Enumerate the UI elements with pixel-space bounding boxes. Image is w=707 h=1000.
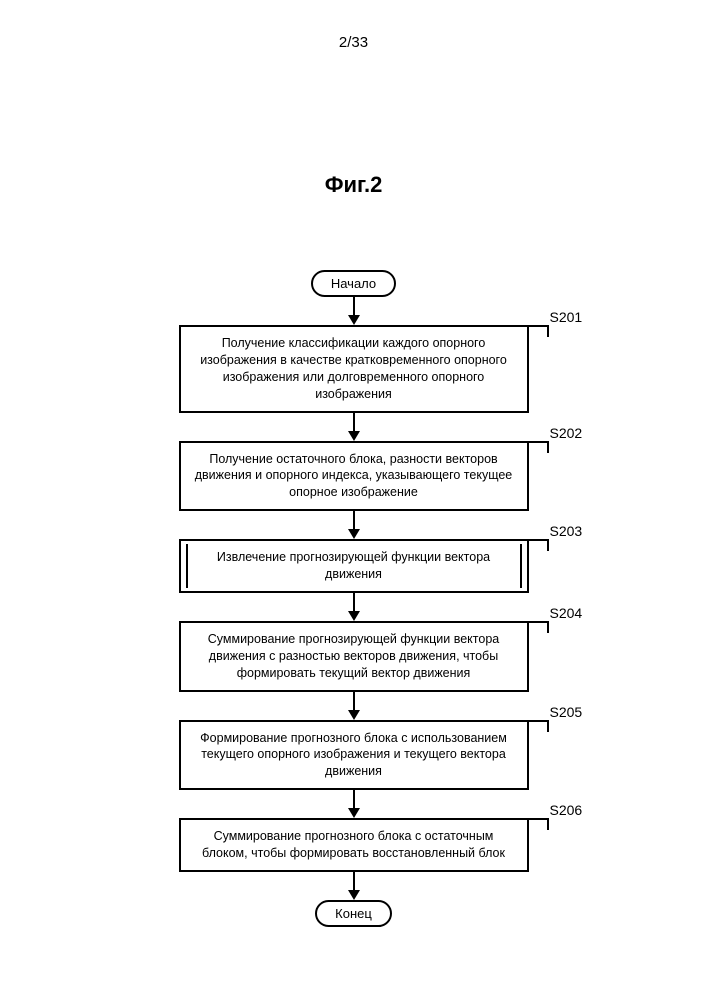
step-s203: Извлечение прогнозирующей функции вектор…	[0, 539, 707, 593]
page-number: 2/33	[0, 34, 707, 51]
label-connector	[529, 720, 549, 732]
arrow	[348, 872, 360, 900]
start-terminal: Начало	[311, 270, 396, 297]
step-box: Формирование прогнозного блока с использ…	[179, 720, 529, 791]
step-box-subroutine: Извлечение прогнозирующей функции вектор…	[179, 539, 529, 593]
flowchart: Начало Получение классификации каждого о…	[0, 270, 707, 927]
arrow	[348, 593, 360, 621]
arrow	[348, 692, 360, 720]
arrow	[348, 297, 360, 325]
step-s206: Суммирование прогнозного блока с остаточ…	[0, 818, 707, 872]
step-box: Получение классификации каждого опорного…	[179, 325, 529, 413]
step-s202: Получение остаточного блока, разности ве…	[0, 441, 707, 512]
step-label: S202	[550, 425, 583, 441]
step-box: Суммирование прогнозного блока с остаточ…	[179, 818, 529, 872]
step-label: S201	[550, 309, 583, 325]
label-connector	[529, 441, 549, 453]
arrow	[348, 790, 360, 818]
end-terminal: Конец	[315, 900, 392, 927]
step-label: S205	[550, 704, 583, 720]
step-s201: Получение классификации каждого опорного…	[0, 325, 707, 413]
label-connector	[529, 818, 549, 830]
step-s204: Суммирование прогнозирующей функции вект…	[0, 621, 707, 692]
label-connector	[529, 621, 549, 633]
arrow	[348, 413, 360, 441]
label-connector	[529, 539, 549, 551]
label-connector	[529, 325, 549, 337]
page: 2/33 Фиг.2 Начало Получение классификаци…	[0, 0, 707, 1000]
step-box: Получение остаточного блока, разности ве…	[179, 441, 529, 512]
figure-title: Фиг.2	[0, 172, 707, 198]
step-box: Суммирование прогнозирующей функции вект…	[179, 621, 529, 692]
step-label: S203	[550, 523, 583, 539]
step-s205: Формирование прогнозного блока с использ…	[0, 720, 707, 791]
step-label: S204	[550, 605, 583, 621]
step-label: S206	[550, 802, 583, 818]
arrow	[348, 511, 360, 539]
